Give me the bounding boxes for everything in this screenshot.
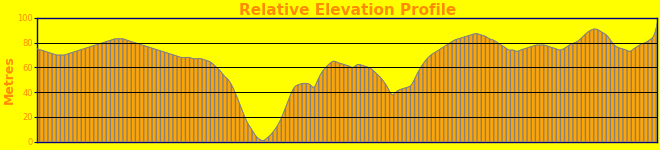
Title: Relative Elevation Profile: Relative Elevation Profile xyxy=(238,3,456,18)
Y-axis label: Metres: Metres xyxy=(3,55,16,104)
